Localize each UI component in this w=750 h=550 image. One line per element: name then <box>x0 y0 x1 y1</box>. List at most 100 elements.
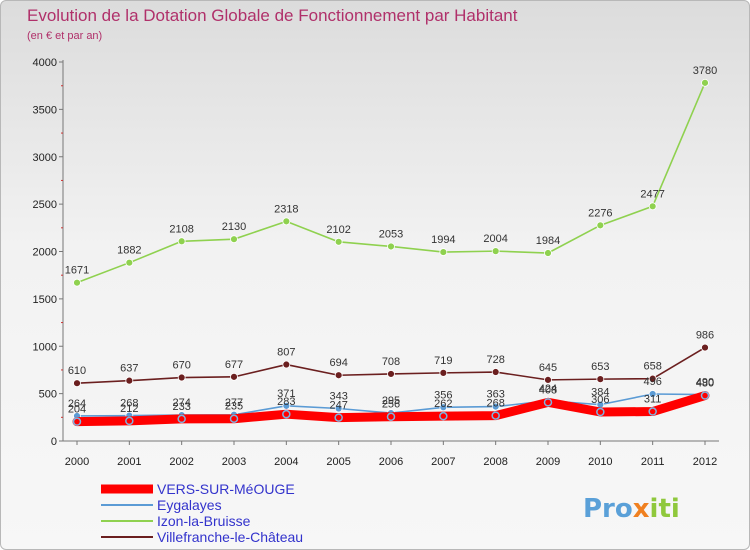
data-point <box>648 374 657 383</box>
data-point <box>386 412 396 421</box>
data-label: 264 <box>68 398 86 410</box>
data-label: 268 <box>120 398 138 410</box>
data-point <box>387 370 395 378</box>
x-tick-label: 2001 <box>117 456 141 468</box>
x-tick-label: 2003 <box>222 456 246 468</box>
data-label: 610 <box>68 365 86 377</box>
series-line <box>76 82 706 284</box>
data-label: 1994 <box>431 234 455 246</box>
y-tick-label: 3500 <box>33 104 57 116</box>
data-label: 256 <box>382 399 400 411</box>
data-label: 262 <box>434 398 452 410</box>
data-label: 247 <box>329 400 347 412</box>
x-tick-label: 2010 <box>588 456 612 468</box>
data-label: 677 <box>225 359 243 371</box>
data-label: 363 <box>486 389 504 401</box>
data-point <box>282 217 291 226</box>
data-label: 658 <box>643 361 661 373</box>
data-point <box>73 278 81 287</box>
x-tick-label: 2006 <box>379 456 403 468</box>
data-label: 2130 <box>222 221 246 233</box>
data-point <box>229 414 239 423</box>
x-tick-label: 2005 <box>326 456 350 468</box>
x-tick-label: 2012 <box>693 456 717 468</box>
data-label: 2477 <box>640 188 664 200</box>
data-label: 653 <box>591 361 609 373</box>
data-point <box>334 413 343 422</box>
legend-label: Villefranche-le-Château <box>157 529 303 545</box>
data-label: 490 <box>696 377 714 389</box>
data-point <box>544 249 552 257</box>
data-label: 371 <box>277 388 295 400</box>
data-label: 274 <box>172 397 190 409</box>
y-tick-label: 500 <box>39 389 57 401</box>
data-label: 424 <box>539 383 557 395</box>
data-point <box>125 416 134 426</box>
logo-part-iti: iti <box>650 494 680 524</box>
data-label: 694 <box>329 357 347 369</box>
y-tick-label: 0 <box>51 436 57 448</box>
data-point <box>439 411 448 421</box>
x-tick-label: 2008 <box>483 456 507 468</box>
proxiti-logo: Proxiti <box>583 494 680 524</box>
data-point <box>596 407 605 417</box>
data-label: 807 <box>277 347 295 359</box>
logo-part-pro: Pro <box>583 494 633 524</box>
data-point <box>648 390 657 398</box>
data-label: 384 <box>591 387 609 399</box>
y-tick-label: 3000 <box>33 152 57 164</box>
data-point <box>491 411 500 420</box>
data-point <box>334 404 343 413</box>
data-point <box>701 343 709 352</box>
data-label: 212 <box>120 403 138 415</box>
data-point <box>596 375 605 384</box>
data-label: 2004 <box>483 233 507 245</box>
data-point <box>177 237 186 246</box>
data-label: 670 <box>172 360 190 372</box>
x-tick-label: 2009 <box>536 456 560 468</box>
data-label: 268 <box>486 398 504 410</box>
data-label: 1984 <box>536 235 560 247</box>
data-point <box>439 403 448 412</box>
y-tick-label: 1500 <box>33 294 57 306</box>
y-tick-label: 1000 <box>33 341 57 353</box>
data-point <box>73 379 81 388</box>
x-tick-label: 2004 <box>274 456 298 468</box>
data-label: 2108 <box>169 223 193 235</box>
data-label: 235 <box>225 401 243 413</box>
data-point <box>230 372 238 381</box>
data-label: 233 <box>172 401 190 413</box>
data-point <box>72 417 82 426</box>
x-tick-label: 2002 <box>169 456 193 468</box>
data-label: 3780 <box>693 65 717 77</box>
y-tick-label: 4000 <box>33 57 57 69</box>
data-label: 343 <box>329 391 347 403</box>
chart-subtitle: (en € et par an) <box>27 30 102 42</box>
svg-text:Proxiti: Proxiti <box>583 494 680 524</box>
data-label: 986 <box>696 330 714 342</box>
data-label: 408 <box>539 384 557 396</box>
data-label: 637 <box>120 363 138 375</box>
legend-label: VERS-SUR-MéOUGE <box>157 481 295 497</box>
data-point <box>230 235 238 244</box>
data-label: 708 <box>382 356 400 368</box>
y-tick-label: 2000 <box>33 247 57 259</box>
data-label: 295 <box>382 395 400 407</box>
x-tick-label: 2000 <box>65 456 89 468</box>
data-label: 2053 <box>379 228 403 240</box>
data-label: 1882 <box>117 245 141 257</box>
data-point <box>439 248 448 256</box>
data-label: 311 <box>644 394 662 406</box>
data-label: 2318 <box>274 203 298 215</box>
data-point <box>282 409 291 419</box>
data-point <box>701 78 709 87</box>
data-point <box>700 391 710 400</box>
data-label: 480 <box>696 378 714 390</box>
data-label: 2102 <box>326 224 350 236</box>
data-point <box>491 402 500 411</box>
data-label: 283 <box>277 396 295 408</box>
data-label: 496 <box>643 376 661 388</box>
x-tick-label: 2011 <box>641 456 665 468</box>
